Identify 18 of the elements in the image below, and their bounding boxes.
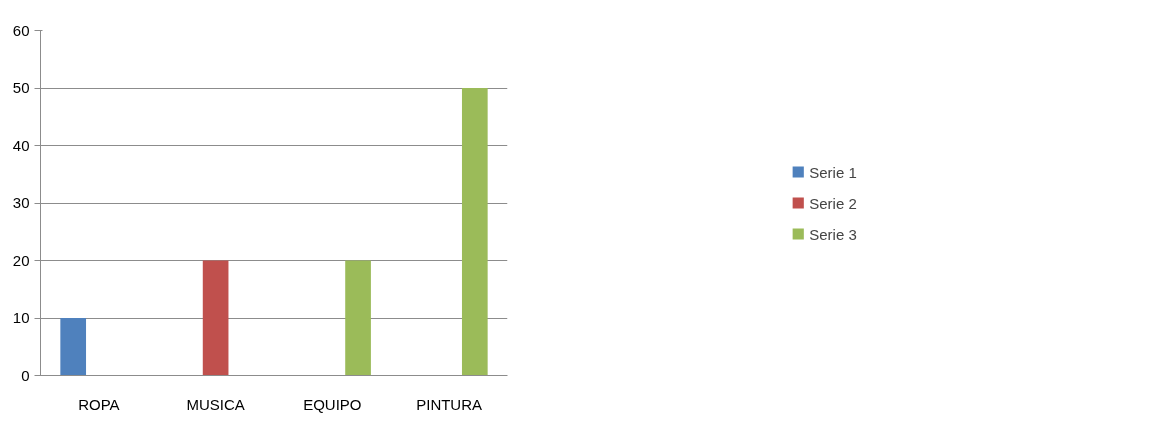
bar [60, 318, 87, 376]
x-tick-label: PINTURA [416, 395, 483, 413]
y-tick-label: 0 [21, 366, 30, 384]
bar [461, 88, 488, 376]
legend-label: Serie 3 [809, 225, 857, 242]
bar [202, 260, 229, 376]
y-tick-label: 60 [12, 21, 30, 39]
x-tick-label: EQUIPO [303, 395, 362, 413]
x-tick-label: ROPA [78, 395, 120, 413]
y-tick-label: 50 [12, 79, 30, 96]
y-tick-label: 40 [12, 136, 30, 154]
y-tick-label: 20 [12, 251, 30, 269]
y-tick-label: 10 [12, 309, 30, 326]
x-tick-label: MUSICA [186, 395, 245, 413]
legend-label: Serie 2 [809, 194, 857, 211]
bar [345, 260, 371, 376]
legend-label: Serie 1 [809, 163, 857, 180]
y-tick-label: 30 [12, 194, 30, 211]
